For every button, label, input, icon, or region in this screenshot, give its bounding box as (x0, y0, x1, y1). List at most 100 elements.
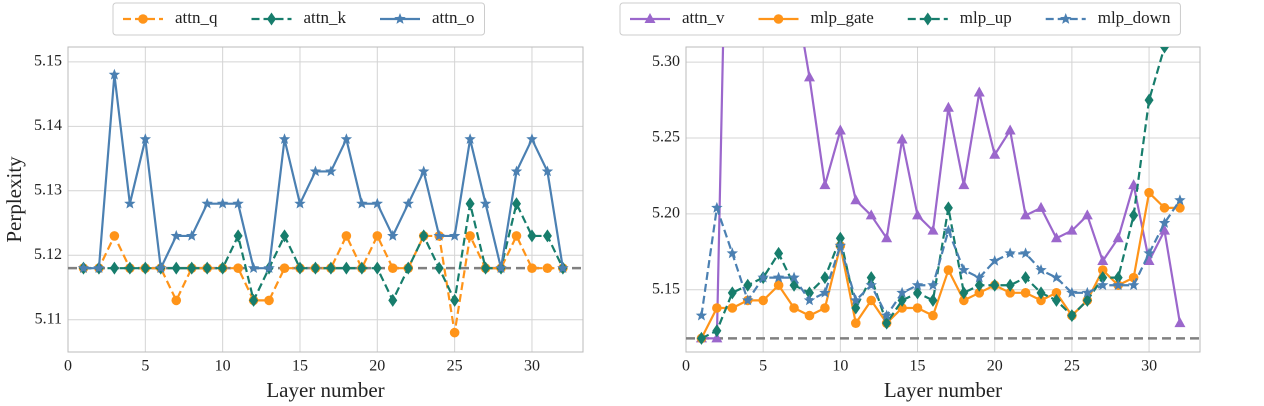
legend-label: attn_k (304, 8, 347, 27)
data-point (819, 179, 831, 190)
data-point (418, 165, 430, 177)
data-point (1174, 194, 1186, 206)
data-point (990, 278, 1000, 292)
data-point (263, 262, 275, 274)
data-point (1066, 224, 1078, 235)
data-point (541, 165, 554, 177)
data-point (820, 271, 830, 285)
data-point (448, 229, 461, 241)
data-point (1005, 278, 1015, 292)
y-tick-label: 5.13 (34, 181, 62, 198)
legend-frame (619, 2, 1181, 36)
data-point (1144, 93, 1154, 107)
data-point (341, 261, 351, 275)
plot-content (686, 47, 1200, 345)
y-axis-label: Perplexity (2, 156, 26, 243)
data-point (433, 229, 445, 241)
data-point (295, 261, 305, 275)
data-point (1021, 271, 1031, 285)
data-point (1020, 288, 1031, 298)
legend-marker (773, 14, 784, 24)
data-point (357, 261, 367, 275)
data-point (880, 309, 893, 321)
data-point (942, 101, 954, 112)
x-tick-label: 10 (215, 358, 231, 375)
x-axis-label: Layer number (266, 378, 384, 402)
data-point (695, 309, 708, 321)
x-tick-label: 0 (682, 358, 690, 375)
data-point (109, 231, 120, 241)
data-point (340, 133, 353, 145)
data-point (280, 229, 290, 243)
data-point (835, 231, 845, 245)
data-point (325, 165, 337, 177)
data-point (93, 262, 105, 274)
data-point (201, 197, 213, 209)
data-point (727, 286, 737, 300)
x-tick-label: 30 (524, 358, 540, 375)
legend: attn_v mlp_gate mlp_up mlp_down (619, 2, 1181, 36)
data-point (757, 271, 769, 283)
data-point (804, 310, 815, 321)
data-point (1050, 271, 1063, 283)
data-point (774, 246, 784, 260)
data-point (850, 194, 862, 205)
data-point (1098, 271, 1108, 285)
y-tick-label: 5.25 (652, 129, 680, 146)
y-tick-label: 5.14 (34, 117, 62, 134)
data-point (542, 263, 553, 273)
data-point (264, 295, 274, 306)
data-point (279, 263, 290, 273)
data-point (711, 201, 723, 213)
data-point (527, 229, 537, 243)
data-point (1004, 247, 1016, 259)
data-point (294, 197, 306, 209)
data-point (927, 279, 939, 291)
data-point (512, 197, 521, 211)
data-point (186, 229, 198, 241)
data-point (1050, 232, 1062, 243)
y-tick-label: 5.11 (35, 310, 62, 327)
data-point (1129, 208, 1139, 222)
data-point (1143, 247, 1155, 259)
data-point (1005, 288, 1015, 298)
data-point (803, 294, 816, 306)
data-point (495, 262, 507, 274)
data-point (973, 86, 985, 97)
data-point (202, 261, 212, 275)
data-point (233, 263, 243, 273)
data-point (310, 261, 320, 275)
data-point (819, 286, 831, 298)
data-point (943, 265, 954, 275)
data-point (341, 231, 352, 241)
data-point (479, 197, 492, 209)
data-point (911, 279, 924, 291)
data-point (187, 261, 197, 275)
data-point (249, 293, 259, 307)
data-point (1097, 254, 1109, 265)
data-point (434, 261, 444, 275)
data-point (124, 197, 136, 209)
data-point (696, 331, 706, 345)
plot-content (68, 68, 583, 338)
data-point (726, 247, 739, 259)
plot-frame (67, 46, 584, 353)
data-point (388, 293, 398, 307)
data-point (866, 271, 876, 285)
legend-frame (112, 2, 485, 36)
legend-label: mlp_up (960, 8, 1012, 27)
data-point (1160, 47, 1169, 54)
data-point (1036, 295, 1046, 306)
data-point (772, 271, 785, 283)
data-point (928, 293, 938, 307)
x-tick-label: 30 (1141, 358, 1157, 375)
y-tick-label: 5.20 (652, 205, 680, 222)
data-point (170, 229, 182, 241)
series-line (83, 234, 563, 334)
data-point (928, 310, 938, 321)
data-point (155, 262, 167, 274)
legend-label: attn_v (682, 8, 725, 27)
data-point (1066, 286, 1078, 298)
data-point (712, 324, 722, 338)
series-line (701, 47, 1182, 340)
